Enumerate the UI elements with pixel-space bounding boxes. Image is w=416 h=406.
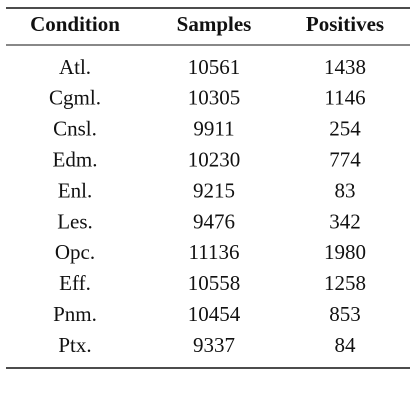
- cell: 1438: [324, 55, 366, 79]
- cell: 10558: [188, 271, 241, 295]
- cell: Cnsl.: [53, 117, 97, 141]
- cell: Enl.: [58, 178, 92, 202]
- cell: Pnm.: [53, 302, 97, 326]
- cell: 1258: [324, 271, 366, 295]
- cell: 254: [329, 117, 361, 141]
- cell: 9215: [193, 178, 235, 202]
- header-cell: Samples: [177, 12, 252, 36]
- cell: 10561: [188, 55, 241, 79]
- cell: 11136: [189, 240, 240, 264]
- header-cell: Positives: [306, 12, 384, 36]
- cell: Cgml.: [49, 86, 101, 110]
- cell: 853: [329, 302, 361, 326]
- cell: Ptx.: [58, 333, 91, 357]
- cell: 9337: [193, 333, 235, 357]
- cell: Opc.: [55, 240, 95, 264]
- cell: 342: [329, 209, 361, 233]
- cell: Edm.: [53, 148, 98, 172]
- cell: 10305: [188, 86, 241, 110]
- cell: 1980: [324, 240, 366, 264]
- cell: Les.: [57, 209, 93, 233]
- header-cell: Condition: [30, 12, 120, 36]
- cell: 10230: [188, 148, 241, 172]
- cell: 9911: [193, 117, 234, 141]
- cell: Atl.: [59, 55, 91, 79]
- cell: 774: [329, 148, 361, 172]
- cell: 1146: [324, 86, 365, 110]
- cell: 9476: [193, 209, 235, 233]
- cell: 83: [335, 178, 356, 202]
- cell: 84: [335, 333, 357, 357]
- cell: Eff.: [59, 271, 91, 295]
- cell: 10454: [188, 302, 241, 326]
